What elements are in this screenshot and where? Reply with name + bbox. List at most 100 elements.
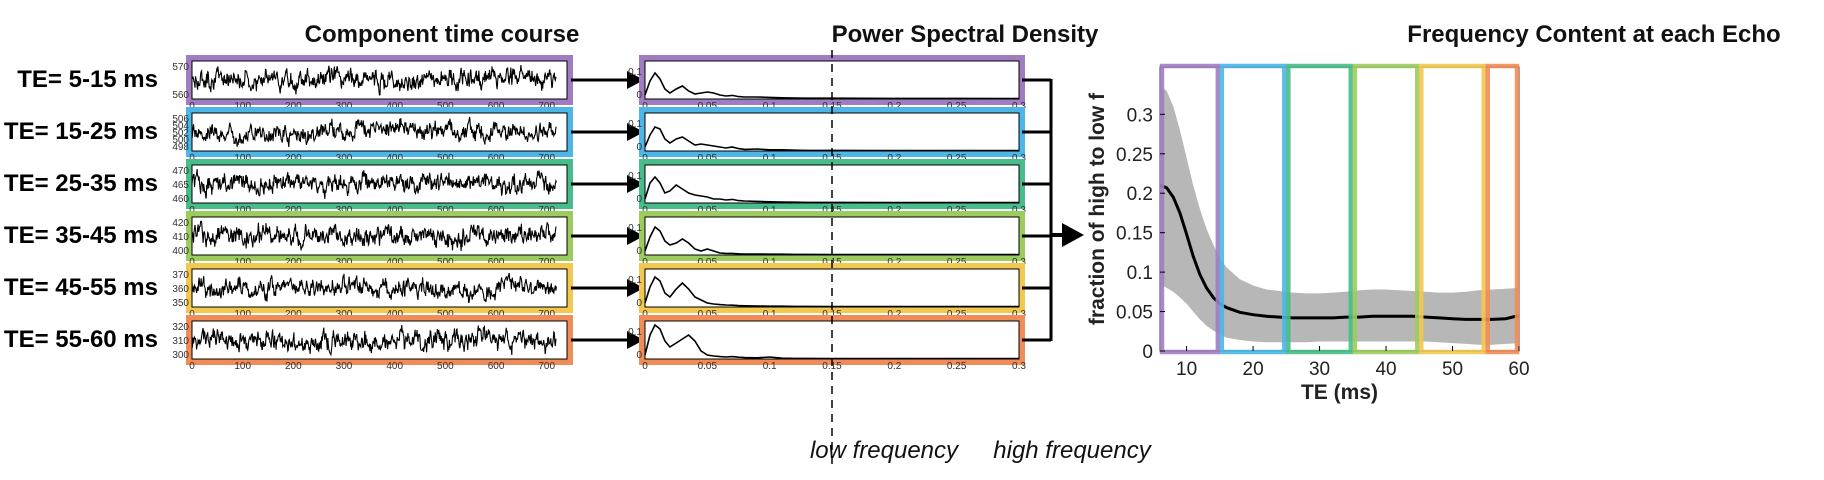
x-tick-label: 0.2 bbox=[887, 153, 901, 164]
psd-axes bbox=[644, 320, 1020, 360]
x-tick-label: 500 bbox=[437, 205, 454, 216]
x-tick-label: 300 bbox=[336, 361, 353, 372]
psd-line bbox=[644, 275, 1019, 308]
x-tick-label: 200 bbox=[285, 257, 302, 268]
echo-band bbox=[1219, 63, 1287, 355]
x-tick-label: 100 bbox=[234, 309, 251, 320]
psd-line bbox=[644, 71, 1020, 100]
x-tick-label: 0.1 bbox=[763, 309, 777, 320]
y-tick-label: 350 bbox=[172, 298, 189, 309]
y-tick-label: 300 bbox=[172, 350, 189, 361]
merge-arrow-head bbox=[1062, 223, 1084, 247]
x-tick-label: 400 bbox=[386, 361, 403, 372]
x-tick-label: 0 bbox=[189, 153, 195, 164]
x-tick-label: 300 bbox=[336, 101, 353, 112]
echo-band bbox=[1485, 63, 1520, 355]
y-tick-label: 570 bbox=[172, 62, 189, 73]
x-tick-label: 0 bbox=[642, 101, 648, 112]
x-tick-label: 500 bbox=[437, 101, 454, 112]
x-tick-label: 700 bbox=[538, 205, 555, 216]
y-tick-label: 0.1 bbox=[628, 67, 642, 78]
y-tick-label: 0 bbox=[1142, 342, 1153, 363]
y-tick-label: 470 bbox=[172, 166, 189, 177]
echo-time-label: TE= 45-55 ms bbox=[4, 274, 158, 301]
x-tick-label: 0.05 bbox=[698, 361, 718, 372]
x-tick-label: 0.2 bbox=[887, 257, 901, 268]
time-course-frame bbox=[186, 315, 573, 365]
x-tick-label: 0 bbox=[642, 309, 648, 320]
x-tick-label: 0.25 bbox=[947, 309, 967, 320]
low-frequency-label: low frequency bbox=[810, 437, 960, 464]
x-tick-label: 0.25 bbox=[947, 361, 967, 372]
x-tick-label: 0.3 bbox=[1012, 361, 1026, 372]
echo-chart: 0 0.05 0.1 0.15 0.2 0.25 0.3 10 20 30 40 50 60 TE (ms… bbox=[1086, 63, 1530, 404]
x-tick-label: 300 bbox=[336, 205, 353, 216]
time-course-line bbox=[191, 64, 557, 96]
x-tick-label: 50 bbox=[1442, 359, 1463, 380]
mean-line bbox=[1159, 183, 1520, 321]
y-tick-label: 320 bbox=[172, 322, 189, 333]
x-tick-label: 0.1 bbox=[763, 101, 777, 112]
psd-line bbox=[644, 323, 1019, 360]
x-tick-label: 100 bbox=[234, 153, 251, 164]
x-tick-label: 100 bbox=[234, 101, 251, 112]
x-tick-label: 0.25 bbox=[947, 205, 967, 216]
y-tick-label: 0.1 bbox=[1127, 263, 1153, 284]
x-tick-label: 0.15 bbox=[822, 153, 842, 164]
x-tick-label: 0.2 bbox=[887, 361, 901, 372]
x-tick-label: 0.1 bbox=[763, 257, 777, 268]
y-tick-label: 0 bbox=[636, 142, 642, 153]
y-tick-label: 0.1 bbox=[628, 275, 642, 286]
time-course-title: Component time course bbox=[305, 21, 580, 48]
x-tick-label: 400 bbox=[386, 153, 403, 164]
x-tick-label: 0.25 bbox=[947, 101, 967, 112]
x-tick-label: 0 bbox=[189, 309, 195, 320]
x-tick-label: 0 bbox=[189, 257, 195, 268]
time-course-line bbox=[191, 272, 557, 304]
time-course-line bbox=[191, 116, 557, 148]
y-tick-label: 0.15 bbox=[1116, 224, 1153, 245]
y-tick-label: 460 bbox=[172, 194, 189, 205]
x-tick-label: 0.05 bbox=[698, 101, 718, 112]
x-tick-label: 0.05 bbox=[698, 257, 718, 268]
echo-time-label: TE= 35-45 ms bbox=[4, 222, 158, 249]
x-tick-label: 0 bbox=[189, 205, 195, 216]
y-tick-label: 0.25 bbox=[1116, 145, 1153, 166]
x-tick-label: 0.15 bbox=[822, 309, 842, 320]
x-tick-label: 300 bbox=[336, 309, 353, 320]
y-tick-label: 410 bbox=[172, 232, 189, 243]
time-course-frame bbox=[186, 107, 573, 157]
arrow-head bbox=[627, 227, 644, 245]
x-tick-label: 0 bbox=[189, 361, 195, 372]
x-tick-label: 700 bbox=[538, 101, 555, 112]
y-tick-label: 465 bbox=[172, 180, 189, 191]
time-course-axes bbox=[191, 112, 568, 152]
x-tick-label: 600 bbox=[488, 101, 505, 112]
x-axis-label: TE (ms) bbox=[1301, 381, 1378, 404]
y-tick-label: 0.3 bbox=[1127, 105, 1153, 126]
x-tick-label: 400 bbox=[386, 101, 403, 112]
x-tick-label: 400 bbox=[386, 257, 403, 268]
x-tick-label: 500 bbox=[437, 257, 454, 268]
echo-time-label: TE= 55-60 ms bbox=[4, 326, 158, 353]
x-tick-label: 400 bbox=[386, 205, 403, 216]
echo-band bbox=[1159, 63, 1221, 355]
x-tick-label: 30 bbox=[1309, 359, 1330, 380]
psd-line bbox=[644, 225, 1019, 256]
x-tick-label: 10 bbox=[1176, 359, 1197, 380]
time-course-frame bbox=[186, 211, 573, 261]
y-tick-label: 0.05 bbox=[1116, 303, 1153, 324]
x-tick-label: 100 bbox=[234, 257, 251, 268]
x-tick-label: 0.3 bbox=[1012, 257, 1026, 268]
x-tick-label: 200 bbox=[285, 361, 302, 372]
x-tick-label: 200 bbox=[285, 309, 302, 320]
arrow-head bbox=[627, 71, 644, 89]
y-tick-label: 502 bbox=[172, 128, 189, 139]
x-tick-label: 100 bbox=[234, 361, 251, 372]
psd-line bbox=[644, 175, 1019, 204]
arrow-head bbox=[627, 175, 644, 193]
x-tick-label: 0.3 bbox=[1012, 309, 1026, 320]
